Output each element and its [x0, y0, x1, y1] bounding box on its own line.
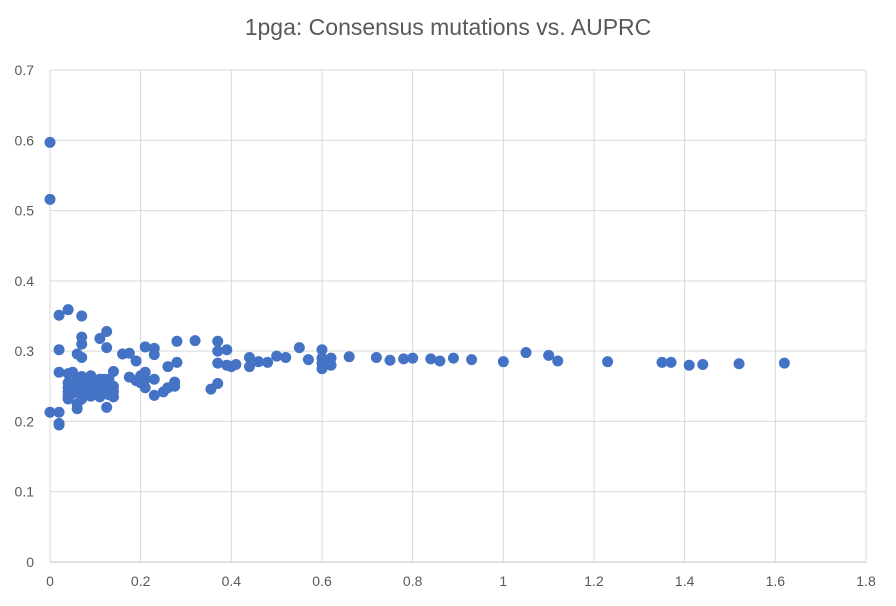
data-point	[316, 363, 328, 375]
data-point	[169, 380, 181, 392]
y-tick-label: 0.4	[15, 273, 35, 289]
data-point	[107, 391, 119, 403]
data-point	[212, 357, 224, 369]
data-point	[62, 304, 74, 316]
data-point	[697, 358, 709, 370]
data-point	[53, 419, 65, 431]
data-point	[370, 351, 382, 363]
data-point	[384, 354, 396, 366]
x-tick-label: 0.4	[222, 573, 242, 589]
x-tick-label: 1.4	[675, 573, 695, 589]
data-point	[683, 359, 695, 371]
data-point	[44, 136, 56, 148]
data-point	[148, 389, 160, 401]
data-point	[148, 373, 160, 385]
gridlines	[49, 69, 867, 563]
data-point	[53, 406, 65, 418]
data-point	[602, 356, 614, 368]
x-tick-label: 1.8	[856, 573, 876, 589]
data-point	[262, 356, 274, 368]
y-tick-label: 0	[26, 554, 34, 570]
data-point	[212, 335, 224, 347]
data-point	[230, 358, 242, 370]
data-point	[101, 401, 113, 413]
data-point	[293, 342, 305, 354]
data-point	[189, 335, 201, 347]
data-point	[398, 353, 410, 365]
data-point	[665, 356, 677, 368]
data-point	[53, 309, 65, 321]
data-point	[44, 193, 56, 205]
data-point	[171, 335, 183, 347]
data-point	[53, 344, 65, 356]
data-point	[71, 403, 83, 415]
x-tick-label: 0	[46, 573, 54, 589]
x-tick-label: 1.6	[766, 573, 786, 589]
data-point	[171, 356, 183, 368]
x-tick-label: 1	[499, 573, 507, 589]
data-point	[212, 345, 224, 357]
data-point	[101, 342, 113, 354]
data-point	[434, 355, 446, 367]
data-point	[76, 351, 88, 363]
data-point	[148, 349, 160, 361]
data-point	[316, 344, 328, 356]
data-point	[253, 356, 265, 368]
data-point	[162, 361, 174, 373]
data-point	[53, 366, 65, 378]
x-tick-label: 0.6	[312, 573, 332, 589]
data-points	[44, 136, 790, 431]
x-tick-label: 0.2	[131, 573, 151, 589]
data-point	[466, 354, 478, 366]
data-point	[243, 351, 255, 363]
data-point	[123, 347, 135, 359]
data-point	[44, 406, 56, 418]
data-point	[656, 356, 668, 368]
data-point	[76, 338, 88, 350]
data-point	[302, 354, 314, 366]
x-tick-label: 0.8	[403, 573, 423, 589]
data-point	[543, 349, 555, 361]
data-point	[107, 366, 119, 378]
data-point	[497, 356, 509, 368]
y-tick-label: 0.5	[15, 203, 35, 219]
data-point	[447, 352, 459, 364]
data-point	[325, 359, 337, 371]
data-point	[271, 350, 283, 362]
data-point	[425, 353, 437, 365]
data-point	[552, 355, 564, 367]
data-point	[76, 310, 88, 322]
data-point	[139, 341, 151, 353]
data-point	[212, 377, 224, 389]
data-point	[778, 357, 790, 369]
data-point	[139, 382, 151, 394]
data-point	[139, 373, 151, 385]
data-point	[94, 332, 106, 344]
tick-labels: 0 0.1 0.2 0.3 0.4 0.5 0.6 0.7 0 0.2 0.4 0.6 0.8 1 1.2 1…	[15, 62, 876, 589]
data-point	[130, 355, 142, 367]
data-point	[221, 344, 233, 356]
data-point	[280, 351, 292, 363]
chart-title: 1pga: Consensus mutations vs. AUPRC	[244, 14, 652, 40]
data-point	[101, 325, 113, 337]
y-tick-label: 0.6	[15, 132, 35, 148]
data-point	[733, 358, 745, 370]
data-point	[520, 347, 532, 359]
y-tick-label: 0.7	[15, 62, 35, 78]
y-tick-label: 0.1	[15, 484, 35, 500]
y-tick-label: 0.2	[15, 413, 35, 429]
data-point	[243, 361, 255, 373]
x-tick-label: 1.2	[584, 573, 604, 589]
data-point	[407, 352, 419, 364]
y-tick-label: 0.3	[15, 343, 35, 359]
data-point	[343, 351, 355, 363]
